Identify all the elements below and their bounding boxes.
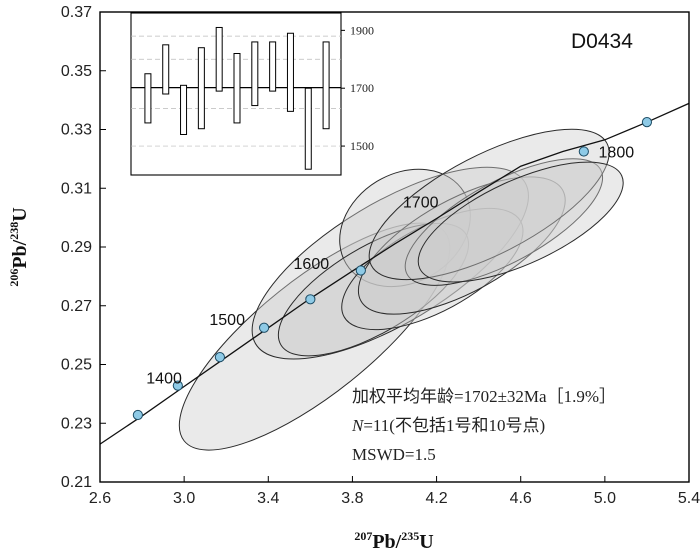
age-labels: 1400 1500 1600 1700 1800 — [146, 144, 634, 387]
concordia-point-4 — [258, 322, 270, 333]
error-ellipse-5 — [341, 207, 524, 331]
concordia-curve — [100, 102, 689, 445]
n-annotation-text: =11(不包括1号和10号点) — [363, 416, 545, 435]
y-axis-title-sup: 206 — [7, 269, 21, 287]
x-tick-label-3.0: 3.0 — [173, 490, 195, 507]
concordia-points — [132, 117, 653, 421]
mswd-annotation: MSWD=1.5 — [352, 445, 436, 464]
y-tick-label-0.21: 0.21 — [61, 474, 92, 491]
inset-tick-label-1500: 1500 — [350, 139, 374, 153]
y-tick-label-0.25: 0.25 — [61, 357, 92, 374]
inset-tick-label-1700: 1700 — [350, 81, 374, 95]
concordia-point-7 — [578, 146, 589, 157]
error-ellipses — [178, 128, 624, 451]
y-tick-label-0.23: 0.23 — [61, 415, 92, 432]
n-symbol: N — [351, 416, 365, 435]
y-tick-label-0.27: 0.27 — [61, 298, 92, 315]
age-label-1800: 1800 — [599, 144, 635, 161]
y-tick-label-0.37: 0.37 — [61, 4, 92, 21]
x-tick-label-3.8: 3.8 — [341, 490, 363, 507]
y-tick-label-0.31: 0.31 — [61, 180, 92, 197]
inset-bar-7 — [251, 41, 259, 107]
y-axis-title-main: Pb/ — [9, 239, 31, 268]
x-tick-label-3.4: 3.4 — [257, 490, 279, 507]
concordia-point-3 — [214, 352, 226, 363]
inset-age-plot: 1900 1700 1500 — [130, 12, 374, 176]
error-ellipse-7 — [404, 158, 604, 286]
inset-bar-2 — [162, 44, 170, 95]
inset-bar-5 — [215, 26, 223, 92]
x-axis-title-sup: 207 — [354, 529, 372, 543]
x-axis-title-main: Pb/ — [372, 531, 401, 553]
n-annotation: N=11(不包括1号和10号点) — [351, 416, 545, 435]
x-tick-label-5.0: 5.0 — [594, 490, 616, 507]
inset-bar-4 — [197, 47, 205, 130]
error-ellipse-4 — [277, 222, 470, 357]
inset-bar-6 — [233, 53, 241, 124]
y-tick-label-0.33: 0.33 — [61, 122, 92, 139]
inset-bar-9 — [286, 32, 294, 112]
axes: 2.6 3.0 3.4 3.8 4.2 4.6 5.0 5.4 0.21 0.23 0.25 0.27… — [61, 4, 700, 507]
inset-bar-3 — [180, 84, 188, 135]
concordia-point-6 — [355, 265, 366, 276]
age-label-1600: 1600 — [294, 256, 330, 273]
error-ellipse-9 — [417, 161, 624, 283]
y-axis-title-sup2: 238 — [7, 222, 21, 240]
y-axis-title-main2: U — [9, 207, 31, 221]
concordia-point-8 — [641, 117, 653, 128]
x-axis-title-sup2: 235 — [401, 529, 419, 543]
inset-bar-1 — [144, 73, 152, 124]
error-ellipse-3 — [339, 168, 471, 288]
x-axis-title: 207Pb/235U — [354, 529, 433, 553]
error-ellipse-8 — [368, 128, 610, 281]
sample-id-label: D0434 — [571, 30, 633, 53]
inset-bar-11 — [322, 41, 330, 130]
age-label-1400: 1400 — [146, 371, 182, 388]
y-axis-title: 206Pb/238U — [7, 207, 31, 286]
inset-bar-10 — [304, 87, 312, 170]
age-label-1700: 1700 — [403, 194, 439, 211]
x-axis-title-main2: U — [419, 531, 433, 553]
x-tick-label-4.6: 4.6 — [510, 490, 532, 507]
concordia-point-1 — [132, 409, 143, 421]
inset-bar-8 — [269, 41, 277, 92]
weighted-mean-annotation: 加权平均年龄=1702±32Ma［1.9%］ — [352, 387, 616, 406]
age-label-1500: 1500 — [209, 312, 245, 329]
y-tick-label-0.35: 0.35 — [61, 63, 92, 80]
x-tick-label-5.4: 5.4 — [678, 490, 700, 507]
concordia-point-2 — [172, 380, 183, 391]
x-tick-label-4.2: 4.2 — [425, 490, 447, 507]
inset-tick-label-1900: 1900 — [350, 23, 374, 37]
error-ellipse-1 — [178, 222, 451, 451]
error-ellipse-2 — [251, 166, 529, 360]
x-tick-label-2.6: 2.6 — [89, 490, 111, 507]
concordia-curve-group — [100, 102, 689, 445]
concordia-point-5 — [305, 294, 316, 305]
y-tick-label-0.29: 0.29 — [61, 239, 92, 256]
